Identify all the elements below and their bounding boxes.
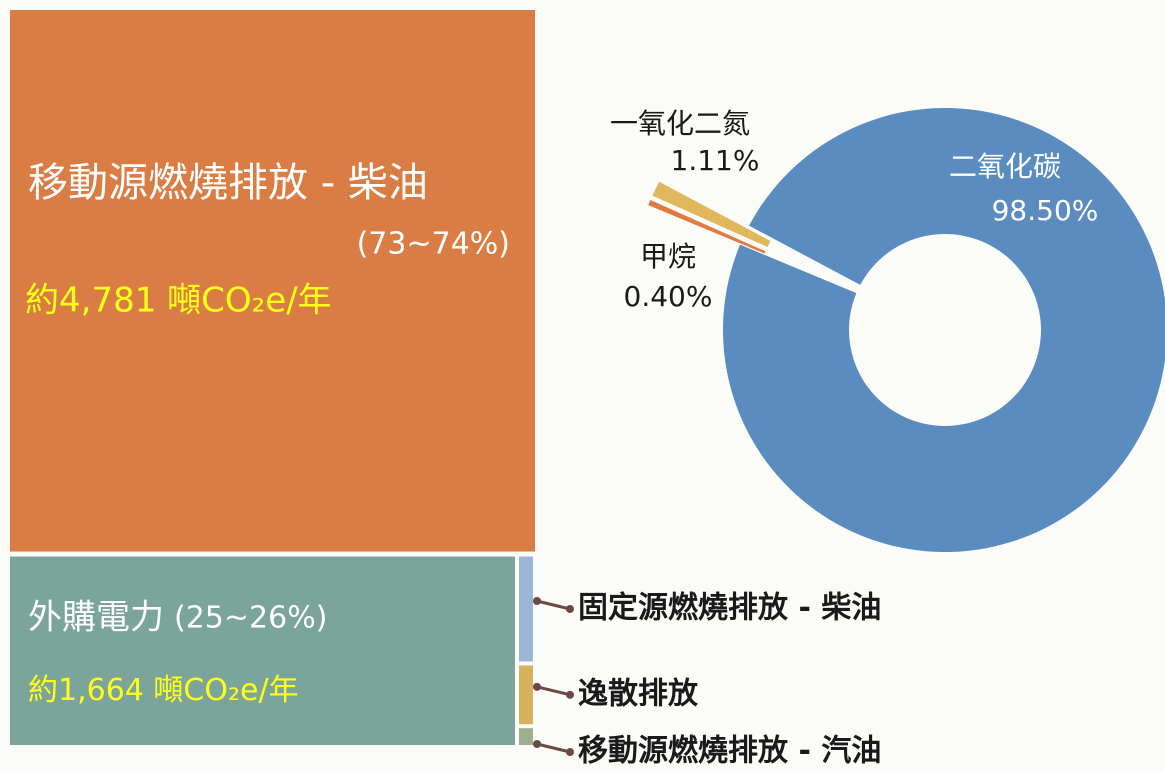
treemap-cell (10, 10, 535, 552)
cell-share: (25~26%) (174, 600, 327, 635)
slice-name: 二氧化碳 (949, 150, 1061, 183)
slice-name: 甲烷 (640, 240, 696, 273)
slice-value: 1.11% (671, 144, 760, 177)
slice-name: 一氧化二氮 (610, 107, 750, 140)
donut-slice (648, 199, 766, 254)
legend-label: 移動源燃燒排放 - 汽油 (578, 734, 881, 769)
connector-dot (533, 740, 541, 748)
treemap-cell (519, 556, 533, 662)
connector-dot (566, 604, 574, 613)
treemap-cell (519, 665, 533, 725)
cell-amount: 約1,664 噸CO₂e/年 (28, 673, 299, 708)
cell-share: (73~74%) (357, 227, 510, 262)
cell-name: 外購電力 (28, 597, 164, 637)
slice-value: 0.40% (624, 280, 713, 313)
connector-dot (566, 690, 574, 699)
donut-slice (652, 181, 771, 247)
cell-amount: 約4,781 噸CO₂e/年 (25, 281, 332, 321)
legend-label: 固定源燃燒排放 - 柴油 (578, 590, 881, 625)
connector (536, 599, 571, 611)
cell-title: 移動源燃燒排放 - 柴油 (28, 160, 428, 206)
connector-dot (566, 748, 574, 756)
treemap-cell (519, 728, 533, 745)
cell-title: 外購電力 (25~26%) (28, 597, 327, 637)
donut-slice (723, 108, 1165, 552)
connector (536, 742, 571, 754)
connector-dot (533, 682, 541, 691)
slice-value: 98.50% (992, 194, 1099, 227)
treemap-cell (10, 556, 515, 745)
legend-label: 逸散排放 (578, 676, 699, 711)
connector-dot (533, 596, 541, 605)
connector (536, 685, 571, 697)
